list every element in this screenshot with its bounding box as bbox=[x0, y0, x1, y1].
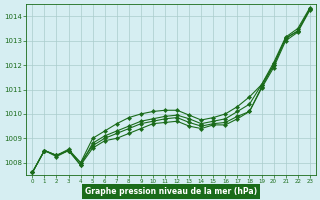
X-axis label: Graphe pression niveau de la mer (hPa): Graphe pression niveau de la mer (hPa) bbox=[85, 187, 257, 196]
